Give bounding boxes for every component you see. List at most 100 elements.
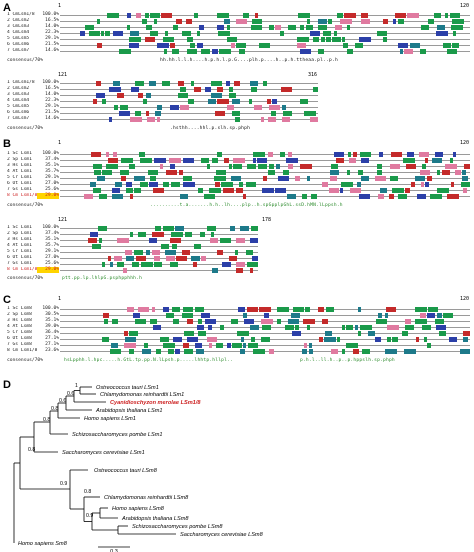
residue-block bbox=[272, 98, 278, 104]
residue-block bbox=[87, 237, 97, 243]
residue-block bbox=[172, 336, 182, 342]
residue-block bbox=[162, 36, 174, 42]
residue-block bbox=[154, 157, 167, 163]
residue-block bbox=[297, 42, 307, 48]
residue-block bbox=[101, 30, 105, 36]
residue-block bbox=[355, 42, 364, 48]
residue-block bbox=[450, 157, 454, 163]
residue-block bbox=[154, 18, 158, 24]
sequence-name: 7 CmLsm7 bbox=[7, 116, 30, 121]
residue-block bbox=[125, 187, 133, 193]
residue-block bbox=[280, 86, 292, 92]
residue-block bbox=[427, 175, 433, 181]
residue-block bbox=[201, 255, 207, 261]
residue-block bbox=[242, 193, 246, 199]
scale-bar-label: 0.3 bbox=[110, 549, 118, 552]
sequence-track bbox=[60, 32, 470, 34]
sequence-track bbox=[60, 82, 318, 84]
residue-block bbox=[130, 86, 139, 92]
residue-block bbox=[135, 12, 141, 18]
residue-block bbox=[261, 318, 274, 324]
identity-percent: 35.1% bbox=[45, 318, 59, 323]
residue-block bbox=[194, 306, 204, 312]
residue-block bbox=[419, 312, 426, 318]
sequence-name: 8 Cm Lsm1/8 bbox=[7, 193, 37, 198]
sequence-name: 6 Ot Lsm1 bbox=[7, 181, 32, 186]
residue-block bbox=[163, 181, 170, 187]
position-start-c1: 1 bbox=[58, 296, 62, 302]
residue-block bbox=[247, 163, 257, 169]
residue-block bbox=[237, 306, 245, 312]
residue-block bbox=[357, 306, 361, 312]
residue-block bbox=[129, 193, 133, 199]
residue-block bbox=[214, 175, 227, 181]
residue-block bbox=[173, 24, 179, 30]
residue-block bbox=[411, 181, 416, 187]
residue-block bbox=[349, 187, 361, 193]
residue-block bbox=[280, 30, 285, 36]
residue-block bbox=[383, 18, 389, 24]
residue-block bbox=[341, 324, 345, 330]
residue-block bbox=[427, 342, 432, 348]
residue-block bbox=[135, 318, 147, 324]
residue-block bbox=[105, 30, 111, 36]
residue-block bbox=[358, 36, 371, 42]
residue-block bbox=[222, 187, 234, 193]
residue-block bbox=[227, 24, 231, 30]
panel-d: D Ostreococcus tauri LSm1 Chlamydomonas r… bbox=[0, 377, 474, 552]
residue-block bbox=[227, 342, 232, 348]
residue-block bbox=[97, 18, 101, 24]
residue-block bbox=[322, 181, 329, 187]
residue-block bbox=[211, 48, 218, 54]
residue-block bbox=[261, 187, 274, 193]
sequence-name: 4 At Lsm1 bbox=[7, 169, 32, 174]
residue-block bbox=[427, 306, 438, 312]
residue-block bbox=[361, 175, 370, 181]
residue-block bbox=[300, 24, 305, 30]
identity-percent: 100.0% bbox=[42, 225, 59, 230]
residue-block bbox=[229, 225, 235, 231]
identity-percent: 35.7% bbox=[45, 243, 59, 248]
sequence-track bbox=[60, 344, 470, 346]
residue-block bbox=[184, 330, 195, 336]
residue-block bbox=[288, 24, 297, 30]
residue-block bbox=[310, 30, 321, 36]
residue-block bbox=[120, 104, 129, 110]
residue-block bbox=[254, 104, 263, 110]
residue-block bbox=[405, 318, 412, 324]
residue-block bbox=[306, 24, 314, 30]
identity-percent: 16.5% bbox=[45, 18, 59, 23]
residue-block bbox=[240, 348, 246, 354]
residue-block bbox=[83, 193, 93, 199]
residue-block bbox=[234, 249, 238, 255]
residue-block bbox=[97, 225, 107, 231]
residue-block bbox=[215, 169, 226, 175]
residue-block bbox=[152, 231, 165, 237]
residue-block bbox=[242, 312, 247, 318]
identity-percent: 14.0% bbox=[45, 92, 59, 97]
residue-block bbox=[207, 324, 212, 330]
sequence-name: 1 Sc Lsm1 bbox=[7, 225, 32, 230]
sequence-name: 1 CmLsm1/8 bbox=[7, 80, 35, 85]
residue-block bbox=[318, 24, 328, 30]
residue-block bbox=[292, 306, 304, 312]
position-end-b2: 178 bbox=[262, 217, 272, 223]
residue-block bbox=[173, 318, 180, 324]
residue-block bbox=[209, 342, 213, 348]
sequence-track bbox=[60, 183, 470, 185]
residue-block bbox=[300, 163, 313, 169]
sequence-name: 5 Cr Lsm1 bbox=[7, 175, 32, 180]
residue-block bbox=[294, 324, 299, 330]
residue-block bbox=[132, 312, 140, 318]
residue-block bbox=[183, 157, 195, 163]
residue-block bbox=[205, 318, 217, 324]
residue-block bbox=[281, 116, 290, 122]
residue-block bbox=[386, 324, 399, 330]
residue-block bbox=[154, 110, 161, 116]
residue-block bbox=[360, 12, 368, 18]
residue-block bbox=[146, 116, 155, 122]
residue-block bbox=[137, 306, 149, 312]
residue-block bbox=[263, 175, 268, 181]
taxon-label: Ostreococcus tauri LSm1 bbox=[96, 385, 159, 391]
residue-block bbox=[217, 24, 225, 30]
